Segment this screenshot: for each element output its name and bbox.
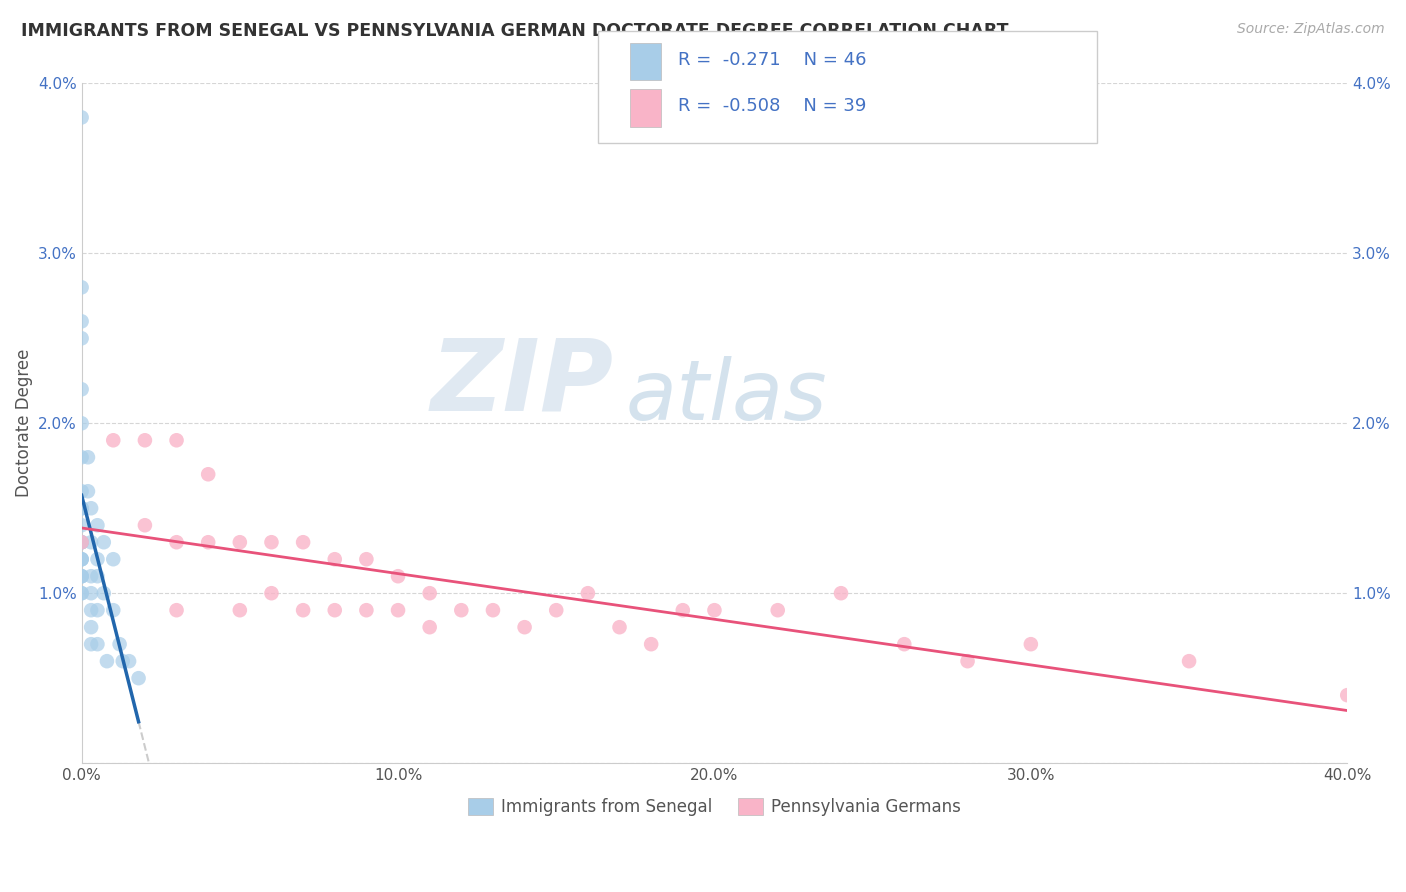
Point bbox=[118, 654, 141, 668]
Point bbox=[419, 586, 441, 600]
Point bbox=[356, 552, 378, 566]
Point bbox=[111, 654, 134, 668]
Point bbox=[70, 552, 93, 566]
Point bbox=[80, 501, 103, 516]
Point bbox=[80, 535, 103, 549]
Point bbox=[86, 518, 108, 533]
Point bbox=[80, 603, 103, 617]
Point bbox=[128, 671, 150, 685]
Point bbox=[70, 569, 93, 583]
Point bbox=[893, 637, 915, 651]
Point bbox=[260, 535, 283, 549]
Point bbox=[86, 552, 108, 566]
Point bbox=[93, 586, 115, 600]
Point bbox=[70, 535, 93, 549]
Point bbox=[134, 518, 156, 533]
Point bbox=[229, 535, 252, 549]
Point bbox=[166, 434, 188, 448]
Point bbox=[956, 654, 979, 668]
Point bbox=[70, 450, 93, 465]
Point bbox=[86, 603, 108, 617]
Text: atlas: atlas bbox=[626, 356, 828, 436]
Point bbox=[260, 586, 283, 600]
Point bbox=[93, 535, 115, 549]
Point bbox=[482, 603, 505, 617]
Text: R =  -0.508    N = 39: R = -0.508 N = 39 bbox=[678, 97, 866, 115]
Point bbox=[70, 586, 93, 600]
Text: Source: ZipAtlas.com: Source: ZipAtlas.com bbox=[1237, 22, 1385, 37]
Point bbox=[77, 450, 100, 465]
Point bbox=[830, 586, 852, 600]
Point bbox=[197, 467, 219, 482]
Point bbox=[387, 603, 409, 617]
Point bbox=[70, 569, 93, 583]
Point bbox=[134, 434, 156, 448]
Point bbox=[1336, 688, 1358, 702]
Point bbox=[108, 637, 131, 651]
Point bbox=[70, 331, 93, 345]
Point bbox=[103, 434, 125, 448]
Text: IMMIGRANTS FROM SENEGAL VS PENNSYLVANIA GERMAN DOCTORATE DEGREE CORRELATION CHAR: IMMIGRANTS FROM SENEGAL VS PENNSYLVANIA … bbox=[21, 22, 1008, 40]
Point bbox=[70, 314, 93, 328]
Text: R =  -0.271    N = 46: R = -0.271 N = 46 bbox=[678, 51, 866, 69]
Point bbox=[166, 535, 188, 549]
Point bbox=[609, 620, 631, 634]
Point bbox=[166, 603, 188, 617]
Point bbox=[70, 552, 93, 566]
Point bbox=[70, 535, 93, 549]
Point bbox=[70, 569, 93, 583]
Point bbox=[640, 637, 662, 651]
Point bbox=[419, 620, 441, 634]
Point bbox=[77, 484, 100, 499]
Point bbox=[70, 518, 93, 533]
Point bbox=[513, 620, 536, 634]
Point bbox=[70, 535, 93, 549]
Point bbox=[197, 535, 219, 549]
Point bbox=[70, 552, 93, 566]
Point bbox=[703, 603, 725, 617]
Point bbox=[387, 569, 409, 583]
Point bbox=[323, 603, 346, 617]
Point bbox=[70, 417, 93, 431]
Point bbox=[103, 603, 125, 617]
Point bbox=[672, 603, 695, 617]
Point bbox=[766, 603, 789, 617]
Point bbox=[80, 586, 103, 600]
Point bbox=[576, 586, 599, 600]
Point bbox=[80, 620, 103, 634]
Point bbox=[103, 552, 125, 566]
Point bbox=[80, 569, 103, 583]
Point bbox=[70, 501, 93, 516]
Point bbox=[356, 603, 378, 617]
Point bbox=[86, 637, 108, 651]
Point bbox=[70, 535, 93, 549]
Point bbox=[70, 111, 93, 125]
Point bbox=[1019, 637, 1042, 651]
Point bbox=[292, 535, 315, 549]
Point bbox=[70, 484, 93, 499]
Point bbox=[229, 603, 252, 617]
Y-axis label: Doctorate Degree: Doctorate Degree bbox=[15, 349, 32, 498]
Point bbox=[70, 501, 93, 516]
Point bbox=[450, 603, 472, 617]
Point bbox=[86, 569, 108, 583]
Point bbox=[70, 280, 93, 294]
Text: ZIP: ZIP bbox=[430, 334, 613, 431]
Point bbox=[70, 501, 93, 516]
Point bbox=[323, 552, 346, 566]
Point bbox=[1178, 654, 1201, 668]
Legend: Immigrants from Senegal, Pennsylvania Germans: Immigrants from Senegal, Pennsylvania Ge… bbox=[461, 791, 967, 822]
Point bbox=[96, 654, 118, 668]
Point bbox=[546, 603, 568, 617]
Point bbox=[70, 586, 93, 600]
Point bbox=[292, 603, 315, 617]
Point bbox=[80, 637, 103, 651]
Point bbox=[70, 382, 93, 396]
